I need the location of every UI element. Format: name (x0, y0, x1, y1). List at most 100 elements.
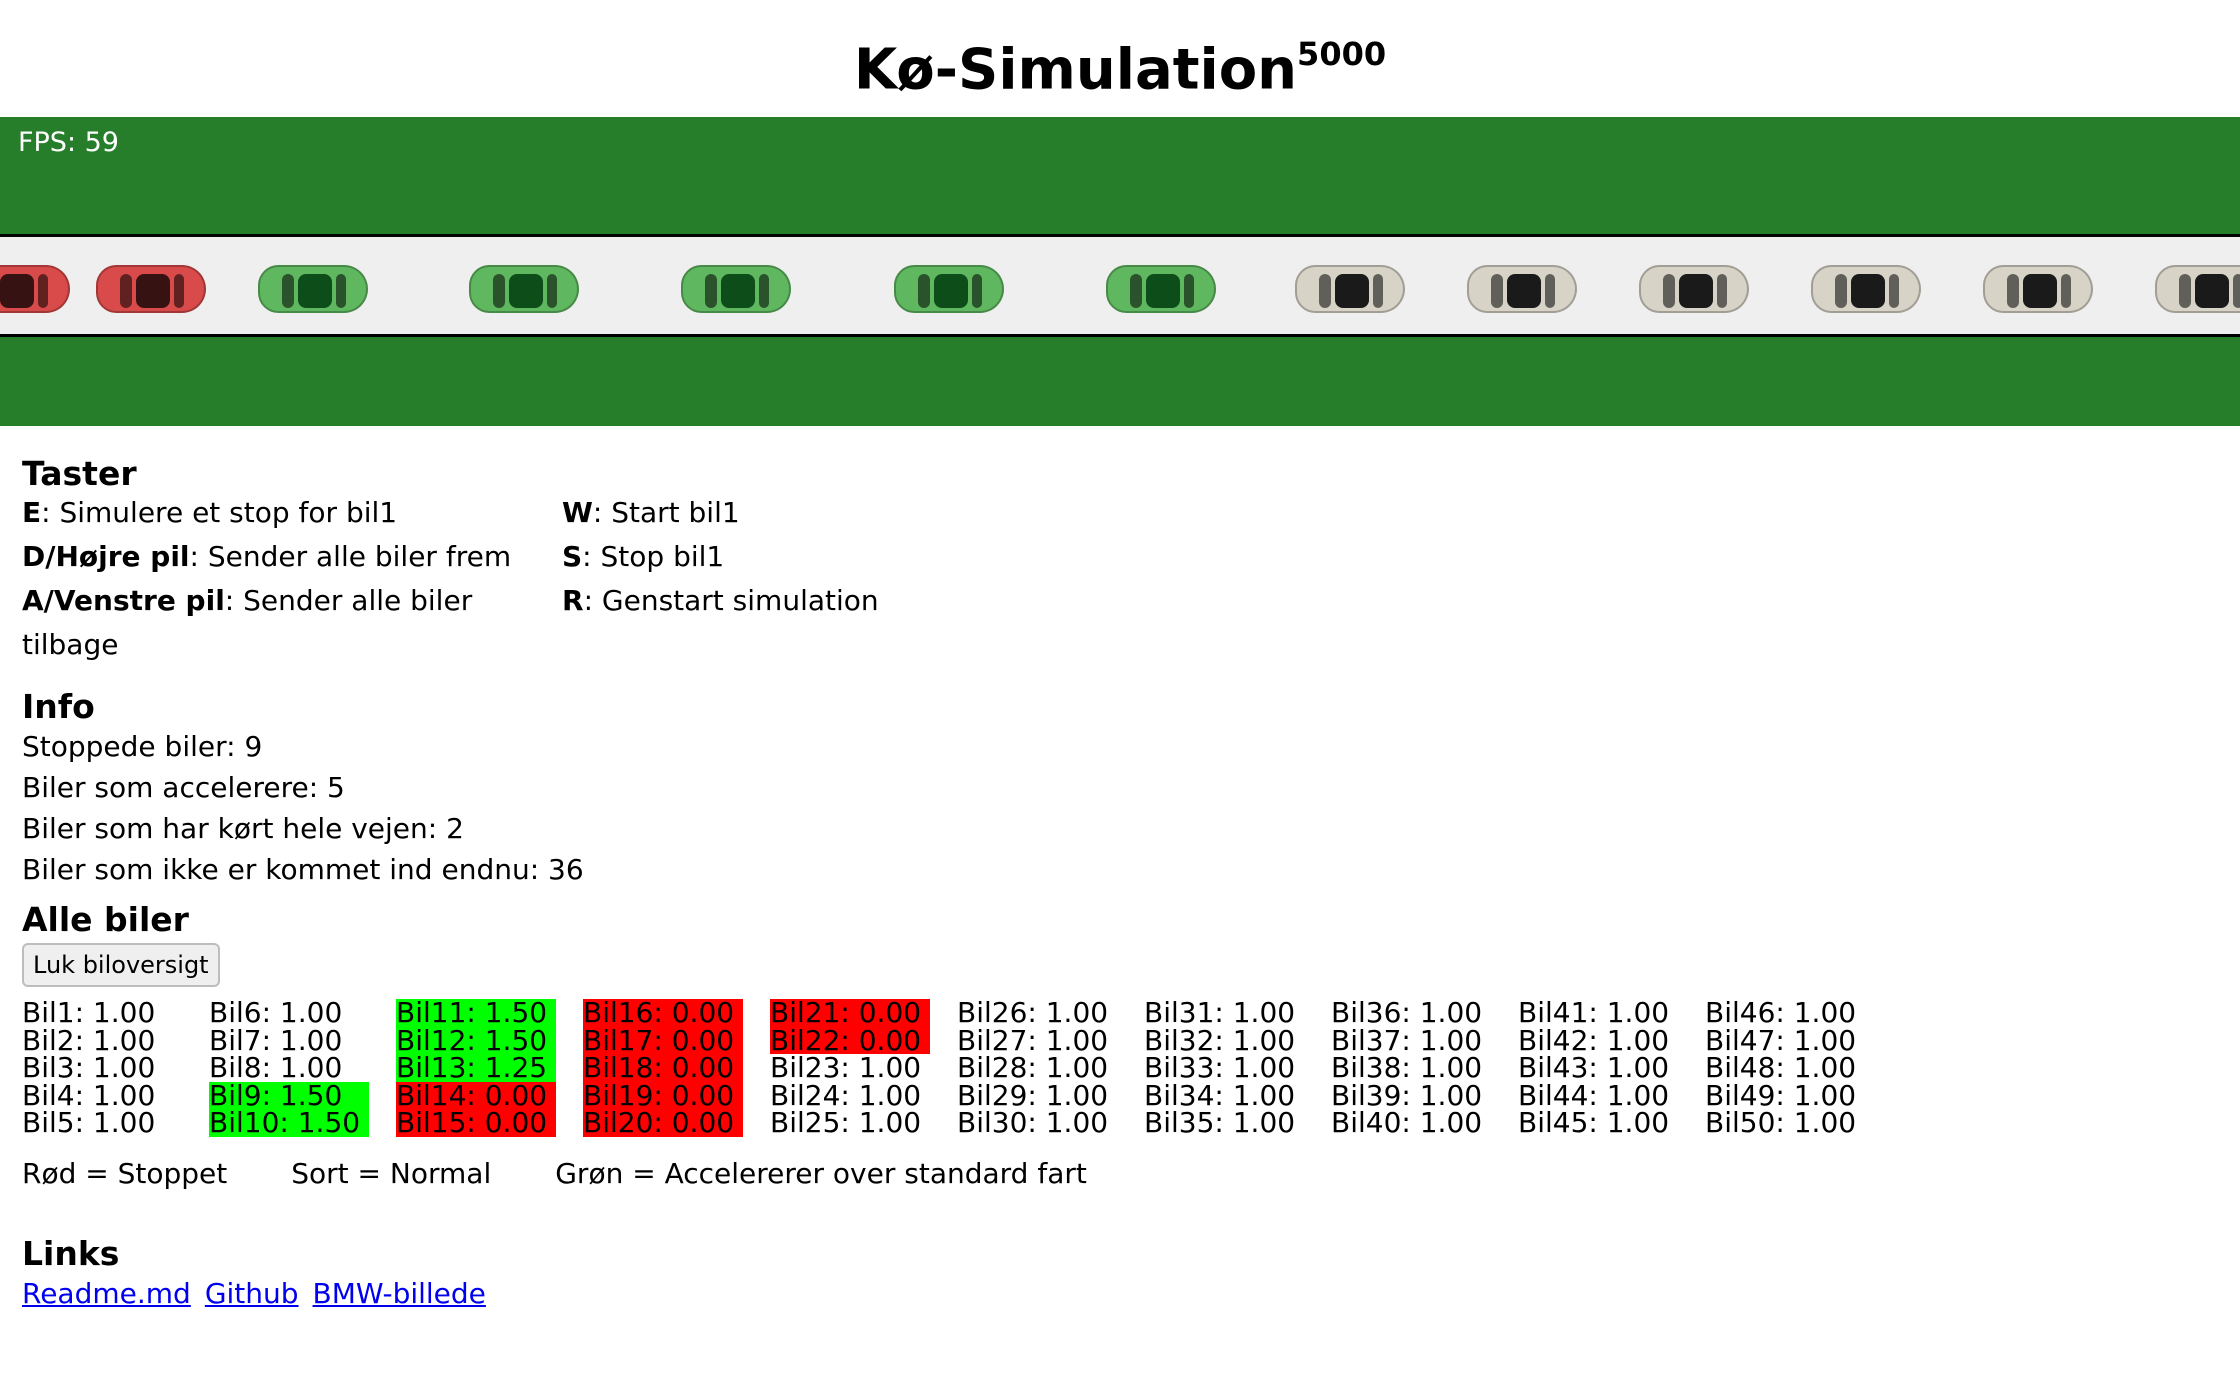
key-description: : Stop bil1 (582, 540, 725, 573)
car-speed-entry: Bil49: 1.00 (1705, 1078, 1857, 1112)
car-speed-entry: Bil39: 1.00 (1331, 1078, 1483, 1112)
car-speed-entry: Bil35: 1.00 (1144, 1106, 1296, 1139)
car-normal (1467, 265, 1577, 313)
car-accelerating (1106, 265, 1216, 313)
car-speed-entry: Bil40: 1.00 (1331, 1106, 1483, 1139)
key-item: S: Stop bil1 (562, 535, 962, 579)
key-item: R: Genstart simulation (562, 579, 962, 667)
info-line: Biler som accelerere: 5 (22, 771, 345, 804)
simulation-canvas[interactable]: FPS: 59 (0, 117, 2240, 426)
info-line: Biler som har kørt hele vejen: 2 (22, 812, 464, 845)
key-item: W: Start bil1 (562, 491, 962, 535)
car-speed-entry: Bil47: 1.00 (1705, 1023, 1857, 1057)
car-list-column: Bil31: 1.00 Bil32: 1.00 Bil33: 1.00 Bil34: … (1144, 999, 1331, 1137)
car-speed-entry: Bil9: 1.50 (209, 1081, 369, 1109)
car-speed-entry: Bil14: 0.00 (396, 1081, 556, 1109)
car-speed-entry: Bil25: 1.00 (770, 1106, 922, 1139)
car-speed-entry: Bil8: 1.00 (209, 1051, 343, 1084)
link-github[interactable]: Github (204, 1276, 299, 1310)
car-speed-entry: Bil12: 1.50 (396, 1026, 556, 1054)
links-list: Readme.md Github BMW-billede (22, 1277, 2218, 1310)
car-accelerating (469, 265, 579, 313)
car-list-column: Bil6: 1.00 Bil7: 1.00 Bil8: 1.00 Bil9: 1.50… (209, 999, 396, 1137)
car-speed-entry: Bil50: 1.00 (1705, 1106, 1857, 1139)
car-list-column: Bil11: 1.50 Bil12: 1.50 Bil13: 1.25 Bil14: … (396, 999, 583, 1137)
car-speed-entry: Bil3: 1.00 (22, 1051, 156, 1084)
page-title: Kø-Simulation5000 (0, 0, 2240, 117)
car-speed-entry: Bil24: 1.00 (770, 1078, 922, 1112)
car-normal (2155, 265, 2240, 313)
car-speed-entry: Bil41: 1.00 (1518, 996, 1670, 1029)
key-description: : Sender alle biler frem (189, 540, 512, 573)
key-name: E (22, 496, 42, 529)
page-title-superscript: 5000 (1297, 35, 1387, 73)
key-name: R (562, 584, 584, 617)
car-speed-entry: Bil2: 1.00 (22, 1023, 156, 1057)
car-speed-entry: Bil34: 1.00 (1144, 1078, 1296, 1112)
car-list-column: Bil26: 1.00 Bil27: 1.00 Bil28: 1.00 Bil29: … (957, 999, 1144, 1137)
car-speed-entry: Bil43: 1.00 (1518, 1051, 1670, 1084)
links-heading: Links (22, 1233, 120, 1273)
car-speed-entry: Bil20: 0.00 (583, 1109, 743, 1137)
car-speed-entry: Bil48: 1.00 (1705, 1051, 1857, 1084)
car-speed-entry: Bil11: 1.50 (396, 999, 556, 1027)
car-speed-entry: Bil21: 0.00 (770, 999, 930, 1027)
car-speed-entry: Bil23: 1.00 (770, 1051, 922, 1084)
keys-heading: Taster (22, 454, 137, 493)
legend-item: Sort = Normal (291, 1156, 492, 1190)
car-speed-entry: Bil4: 1.00 (22, 1078, 156, 1112)
keys-list: E: Simulere et stop for bil1 W: Start bil… (22, 491, 2218, 667)
road (0, 234, 2240, 337)
all-cars-heading: Alle biler (22, 900, 189, 939)
key-name: D/Højre pil (22, 540, 190, 573)
toggle-car-overview-button[interactable]: Luk biloversigt (22, 943, 220, 987)
car-speed-entry: Bil13: 1.25 (396, 1054, 556, 1082)
car-speed-entry: Bil26: 1.00 (957, 996, 1109, 1029)
key-description: : Simulere et stop for bil1 (41, 496, 398, 529)
key-name: A/Venstre pil (22, 584, 225, 617)
link-bmw-billede[interactable]: BMW-billede (312, 1276, 486, 1310)
key-item: D/Højre pil: Sender alle biler frem (22, 535, 562, 579)
car-speed-entry: Bil37: 1.00 (1331, 1023, 1483, 1057)
car-list-column: Bil41: 1.00 Bil42: 1.00 Bil43: 1.00 Bil44: … (1518, 999, 1705, 1137)
car-speed-entry: Bil31: 1.00 (1144, 996, 1296, 1029)
car-speed-entry: Bil6: 1.00 (209, 996, 343, 1029)
car-normal (1811, 265, 1921, 313)
key-description: : Genstart simulation (583, 584, 879, 617)
car-accelerating (258, 265, 368, 313)
car-speed-entry: Bil46: 1.00 (1705, 996, 1857, 1029)
car-speed-entry: Bil33: 1.00 (1144, 1051, 1296, 1084)
car-speed-entry: Bil30: 1.00 (957, 1106, 1109, 1139)
car-normal (1295, 265, 1405, 313)
key-item: A/Venstre pil: Sender alle biler tilbage (22, 579, 562, 667)
car-speed-entry: Bil5: 1.00 (22, 1106, 156, 1139)
car-speed-entry: Bil29: 1.00 (957, 1078, 1109, 1112)
key-item: E: Simulere et stop for bil1 (22, 491, 562, 535)
car-list-column: Bil21: 0.00 Bil22: 0.00 Bil23: 1.00 Bil24: … (770, 999, 957, 1137)
car-speed-entry: Bil19: 0.00 (583, 1081, 743, 1109)
fps-counter: FPS: 59 (18, 127, 119, 158)
car-normal (1983, 265, 2093, 313)
car-list-column: Bil36: 1.00 Bil37: 1.00 Bil38: 1.00 Bil39: … (1331, 999, 1518, 1137)
car-speed-entry: Bil36: 1.00 (1331, 996, 1483, 1029)
page-title-text: Kø-Simulation (853, 37, 1298, 103)
car-speed-entry: Bil22: 0.00 (770, 1026, 930, 1054)
car-normal (1639, 265, 1749, 313)
car-speed-entry: Bil10: 1.50 (209, 1109, 369, 1137)
car-list: Bil1: 1.00 Bil2: 1.00 Bil3: 1.00 Bil4: 1.00… (22, 999, 2218, 1137)
car-speed-entry: Bil38: 1.00 (1331, 1051, 1483, 1084)
link-readme-md[interactable]: Readme.md (22, 1276, 191, 1310)
car-speed-entry: Bil44: 1.00 (1518, 1078, 1670, 1112)
car-stopped (96, 265, 206, 313)
car-speed-entry: Bil1: 1.00 (22, 996, 156, 1029)
car-legend: Rød = Stoppet Sort = Normal Grøn = Acceler… (22, 1157, 2218, 1190)
car-speed-entry: Bil18: 0.00 (583, 1054, 743, 1082)
car-stopped (0, 265, 70, 313)
legend-item: Grøn = Accelererer over standard fart (555, 1156, 1087, 1190)
info-line: Stoppede biler: 9 (22, 730, 263, 763)
key-name: W (562, 496, 593, 529)
key-description: : Start bil1 (592, 496, 740, 529)
legend-item: Rød = Stoppet (22, 1156, 228, 1190)
car-speed-entry: Bil7: 1.00 (209, 1023, 343, 1057)
key-description: : Sender alle biler tilbage (22, 584, 473, 661)
